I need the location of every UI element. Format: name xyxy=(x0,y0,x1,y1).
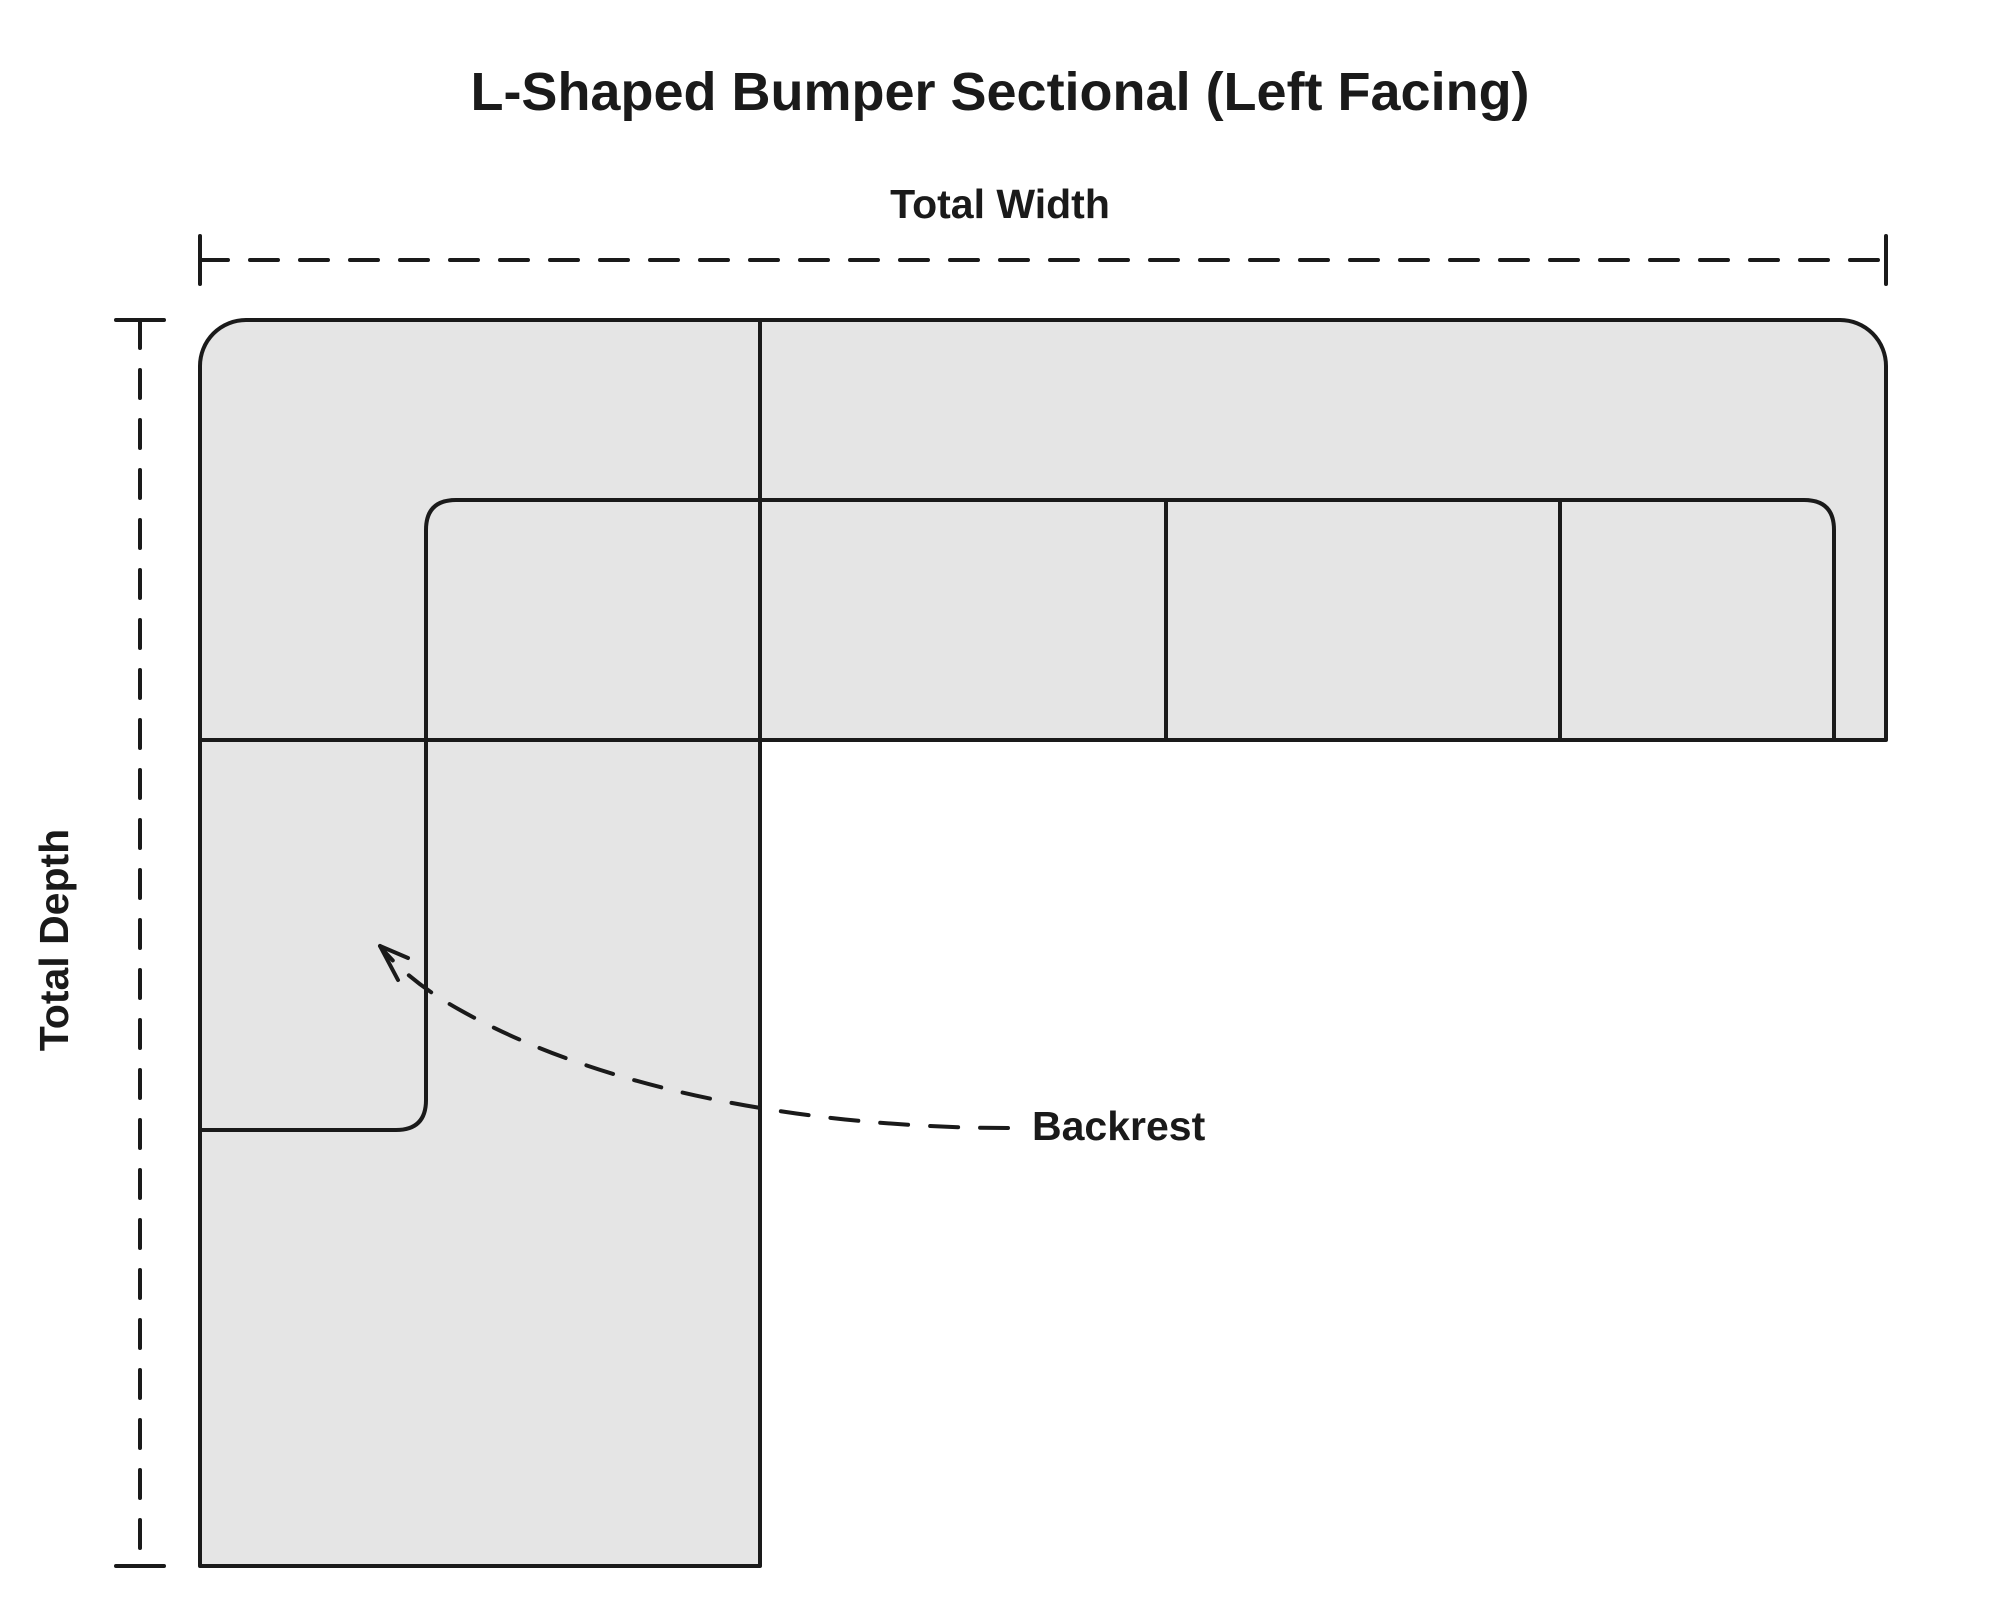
label-total-depth: Total Depth xyxy=(31,829,77,1051)
label-backrest: Backrest xyxy=(1032,1103,1206,1149)
sectional-outline xyxy=(200,320,1886,1566)
label-total-width: Total Width xyxy=(890,181,1110,227)
diagram-title: L-Shaped Bumper Sectional (Left Facing) xyxy=(470,62,1529,122)
